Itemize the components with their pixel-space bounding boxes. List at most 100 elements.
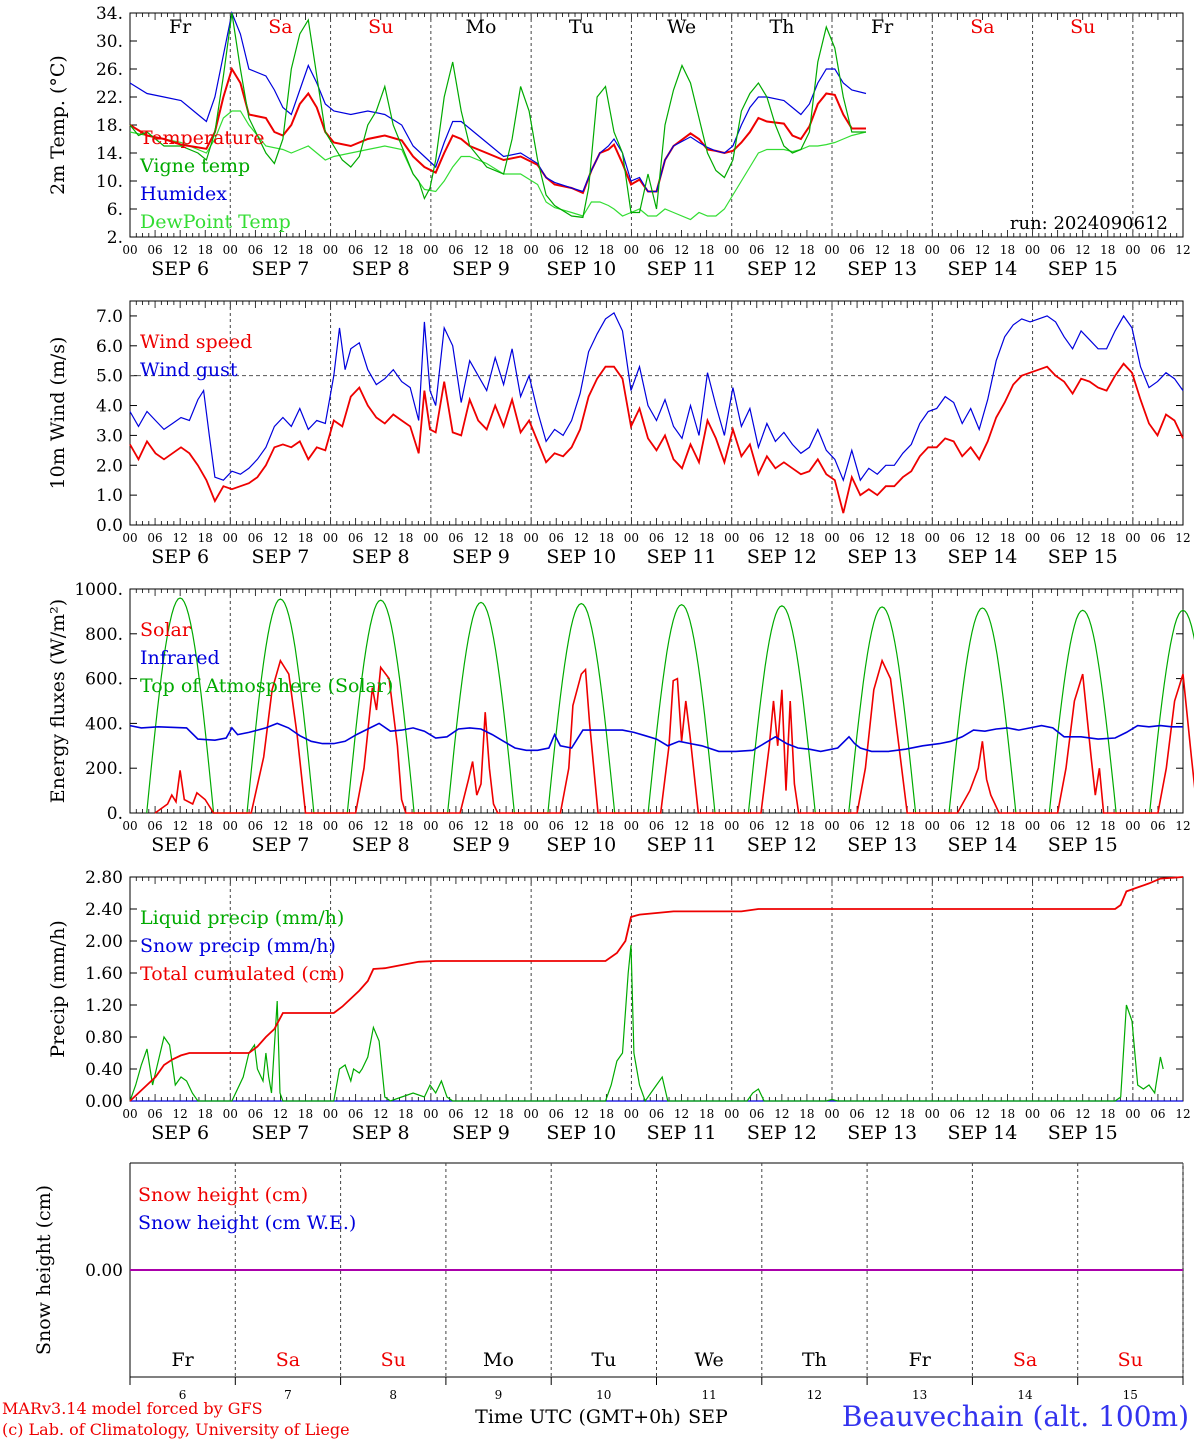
hour-tick-label: 00 <box>223 1107 238 1121</box>
hour-tick-label: 00 <box>524 819 539 833</box>
hour-tick-label: 18 <box>1000 1107 1015 1121</box>
hour-tick-label: 12 <box>1175 243 1190 257</box>
hour-tick-label: 06 <box>749 531 764 545</box>
date-label: SEP 7 <box>252 258 310 280</box>
date-label: SEP 10 <box>546 1122 616 1144</box>
y-tick-label: 0.00 <box>85 1261 123 1281</box>
hour-tick-label: 06 <box>849 1107 864 1121</box>
date-label: SEP 15 <box>1048 834 1118 856</box>
y-tick-label: 1.0 <box>96 486 123 506</box>
hour-tick-label: 00 <box>724 531 739 545</box>
date-label: SEP 8 <box>352 546 410 568</box>
hour-tick-label: 12 <box>774 531 789 545</box>
weekday-label: Su <box>368 16 393 38</box>
legend-entry: Vigne temp <box>139 155 250 177</box>
hour-tick-label: 18 <box>1100 819 1115 833</box>
hour-tick-label: 12 <box>173 819 188 833</box>
hour-tick-label: 00 <box>925 1107 940 1121</box>
y-tick-label: 1000. <box>74 580 123 600</box>
hour-tick-label: 00 <box>724 243 739 257</box>
hour-tick-label: 00 <box>122 531 137 545</box>
hour-tick-label: 18 <box>699 531 714 545</box>
panel-frame-1 <box>129 300 1184 526</box>
hour-tick-label: 00 <box>122 1107 137 1121</box>
hour-tick-label: 00 <box>624 243 639 257</box>
hour-tick-label: 12 <box>1075 531 1090 545</box>
date-label: SEP 13 <box>847 1122 917 1144</box>
legend-entry: Liquid precip (mm/h) <box>140 907 344 929</box>
hour-tick-label: 06 <box>448 243 463 257</box>
y-tick-label: 26. <box>96 60 123 80</box>
series-line-wind-gust <box>129 311 1184 483</box>
hour-tick-label: 18 <box>900 243 915 257</box>
hour-tick-label: 00 <box>1125 1107 1140 1121</box>
hour-tick-label: 06 <box>448 1107 463 1121</box>
hour-tick-label: 06 <box>348 1107 363 1121</box>
weekday-label: Th <box>769 16 794 38</box>
hour-tick-label: 00 <box>1125 819 1140 833</box>
hour-tick-label: 06 <box>649 1107 664 1121</box>
hour-tick-label: 12 <box>273 819 288 833</box>
hour-tick-label: 12 <box>373 531 388 545</box>
hour-tick-label: 18 <box>599 1107 614 1121</box>
weekday-label: Tu <box>591 1349 616 1371</box>
date-label: SEP 11 <box>647 258 717 280</box>
hour-tick-label: 18 <box>298 819 313 833</box>
hour-tick-label: 12 <box>1075 1107 1090 1121</box>
hour-tick-label: 06 <box>649 243 664 257</box>
hour-tick-label: 12 <box>273 1107 288 1121</box>
series-line-total-cumulated-cm- <box>129 876 1184 1102</box>
hour-tick-label: 06 <box>950 1107 965 1121</box>
hour-tick-label: 18 <box>1000 819 1015 833</box>
bottom-date-label: 8 <box>389 1388 397 1402</box>
hour-tick-label: 12 <box>1075 243 1090 257</box>
y-tick-label: 3.0 <box>96 426 123 446</box>
y-tick-label: 600. <box>85 670 123 690</box>
weekday-label: Fr <box>909 1349 932 1371</box>
y-tick-label: 0.80 <box>85 1028 123 1048</box>
legend-entry: Wind speed <box>140 331 252 353</box>
series-line-humidex <box>129 10 867 193</box>
date-label: SEP 11 <box>647 834 717 856</box>
hour-tick-label: 18 <box>599 819 614 833</box>
hour-tick-label: 00 <box>724 1107 739 1121</box>
weekday-label: Sa <box>970 16 994 38</box>
y-tick-label: 2.0 <box>96 456 123 476</box>
y-tick-label: 800. <box>85 625 123 645</box>
weekday-label: Fr <box>871 16 894 38</box>
date-label: SEP 11 <box>647 546 717 568</box>
date-label: SEP 10 <box>546 258 616 280</box>
y-axis-title-1: 10m Wind (m/s) <box>47 337 69 490</box>
hour-tick-label: 00 <box>624 819 639 833</box>
hour-tick-label: 06 <box>348 243 363 257</box>
hour-tick-label: 12 <box>1175 531 1190 545</box>
y-tick-label: 6. <box>107 200 123 220</box>
hour-tick-label: 00 <box>1125 243 1140 257</box>
date-label: SEP 14 <box>947 1122 1017 1144</box>
hour-tick-label: 12 <box>975 243 990 257</box>
hour-tick-label: 00 <box>323 819 338 833</box>
weekday-label: Fr <box>171 1349 194 1371</box>
weekday-label: Tu <box>569 16 594 38</box>
y-tick-label: 0. <box>107 804 123 824</box>
hour-tick-label: 06 <box>448 531 463 545</box>
bottom-date-label: 6 <box>179 1388 187 1402</box>
y-tick-label: 18. <box>96 116 123 136</box>
y-tick-label: 22. <box>96 88 123 108</box>
weekday-label: We <box>694 1349 723 1371</box>
hour-tick-label: 00 <box>423 819 438 833</box>
legend-entry: Top of Atmosphere (Solar) <box>140 675 393 697</box>
date-label: SEP 6 <box>151 1122 209 1144</box>
hour-tick-label: 00 <box>1125 531 1140 545</box>
series-line-infrared <box>129 722 1183 753</box>
date-label: SEP 6 <box>151 546 209 568</box>
bottom-date-label: 14 <box>1017 1388 1033 1402</box>
weekday-label: Mo <box>483 1349 514 1371</box>
hour-tick-label: 18 <box>1100 1107 1115 1121</box>
hour-tick-label: 06 <box>1150 243 1165 257</box>
hour-tick-label: 06 <box>147 531 162 545</box>
hour-tick-label: 18 <box>498 243 513 257</box>
hour-tick-label: 06 <box>147 1107 162 1121</box>
date-label: SEP 6 <box>151 258 209 280</box>
y-tick-label: 0.0 <box>96 516 123 536</box>
